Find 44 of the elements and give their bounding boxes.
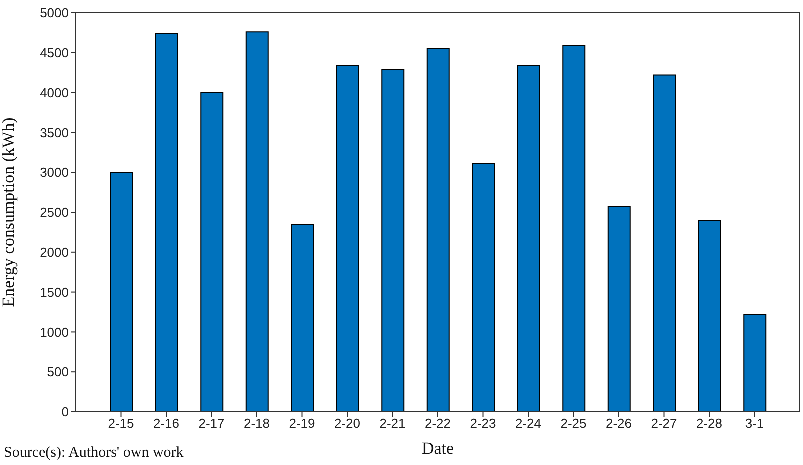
y-tick-label: 2000 xyxy=(40,245,69,260)
x-tick-label: 2-24 xyxy=(515,416,542,432)
bar xyxy=(382,69,405,412)
y-tick-label: 500 xyxy=(47,364,69,380)
bar xyxy=(336,65,360,412)
x-tick-label: 2-26 xyxy=(606,416,632,432)
bar xyxy=(698,220,722,412)
x-axis-title: Date xyxy=(422,439,454,458)
bar xyxy=(291,224,314,412)
y-tick-label: 2500 xyxy=(40,205,69,220)
x-tick-label: 2-15 xyxy=(108,416,134,432)
x-tick-label: 2-23 xyxy=(470,416,496,432)
x-tick-label: 2-22 xyxy=(424,416,452,432)
y-tick-label: 4000 xyxy=(40,85,69,100)
x-tick-label: 2-21 xyxy=(380,416,406,432)
x-tick-label: 2-16 xyxy=(153,416,180,432)
bar xyxy=(517,65,540,412)
y-tick-label: 1000 xyxy=(40,324,69,340)
y-tick-label: 4500 xyxy=(40,46,69,61)
bar xyxy=(246,32,269,412)
y-tick-label: 3000 xyxy=(40,165,69,180)
bar xyxy=(472,163,496,412)
bar xyxy=(426,48,450,412)
x-tick-label: 2-27 xyxy=(651,416,678,432)
bar xyxy=(562,45,586,412)
bar xyxy=(608,206,631,412)
bar xyxy=(200,92,224,412)
bar xyxy=(110,172,134,412)
x-tick-label: 3-1 xyxy=(745,416,764,432)
x-tick-label: 2-18 xyxy=(244,416,270,432)
x-tick-label: 2-17 xyxy=(198,416,225,432)
y-tick-label: 1500 xyxy=(40,284,69,300)
x-tick-label: 2-28 xyxy=(696,416,723,432)
y-tick-label: 5000 xyxy=(40,6,69,21)
y-tick-label: 0 xyxy=(62,404,69,420)
y-tick-label: 3500 xyxy=(40,125,69,140)
bar xyxy=(744,314,767,412)
bar xyxy=(653,74,676,412)
bar xyxy=(155,33,178,412)
x-tick-label: 2-25 xyxy=(560,416,587,432)
y-axis-title: Energy consumption (kWh) xyxy=(0,118,18,308)
x-tick-label: 2-19 xyxy=(289,416,316,432)
source-note: Source(s): Authors' own work xyxy=(4,445,184,462)
x-tick-label: 2-20 xyxy=(334,416,361,432)
